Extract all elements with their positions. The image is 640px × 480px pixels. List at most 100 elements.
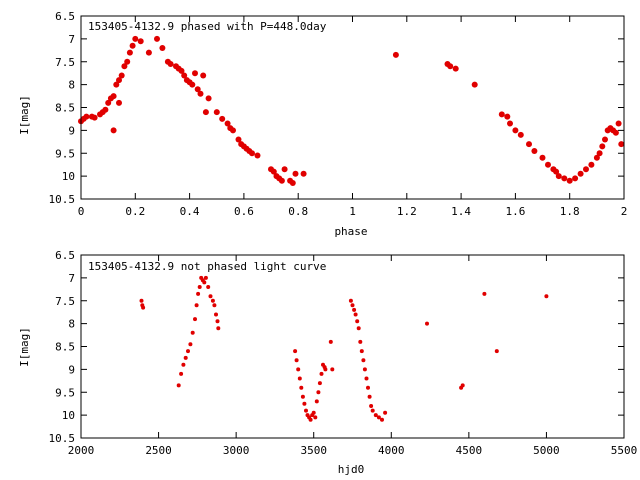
y-tick-label: 7 [68,33,75,46]
data-point [596,150,603,157]
data-point [602,136,608,143]
data-point [358,339,363,344]
data-point [129,42,136,49]
y-tick-label: 7.5 [55,56,75,69]
data-point [110,93,117,100]
tick-group: 0 0.2 0.4 0.6 0.8 1 1.2 1.4 1.6 1.8 2 6.5 7 7.5 8 8.5 9 9… [49,10,628,218]
x-tick-label: 0.2 [125,205,145,218]
data-point [202,109,209,116]
data-point [137,38,144,45]
plot-frame [80,15,625,200]
data-point [190,330,195,335]
data-point [181,362,186,367]
data-point [498,111,505,118]
data-point [213,109,220,116]
x-tick-label: 2000 [68,444,95,457]
data-point [270,168,277,175]
data-point [297,376,302,381]
data-point [194,86,201,93]
data-point [328,339,333,344]
data-point [235,136,242,143]
data-point [178,67,185,74]
y-tick-label: 9.5 [55,386,75,399]
data-point [460,383,465,388]
data-point [577,170,584,177]
x-tick-label: 1.2 [397,205,417,218]
x-tick-label: 0.6 [234,205,254,218]
data-point [323,367,328,372]
data-point [154,35,160,42]
y-tick-label: 8 [68,318,75,331]
data-point [110,127,117,134]
data-point [254,152,261,159]
data-point [167,61,174,67]
data-point [350,303,355,308]
data-point [447,63,454,70]
data-point [615,120,622,127]
data-point [364,376,369,381]
data-point [572,175,579,182]
x-tick-label: 1.8 [560,205,580,218]
y-tick-label: 8.5 [55,102,75,115]
data-point [482,291,487,296]
data-point [376,415,381,420]
data-points [78,35,625,186]
data-point [230,127,236,134]
x-tick-label: 2500 [145,444,172,457]
data-point [159,45,166,51]
data-point [566,177,573,184]
data-point [196,291,201,296]
data-point [203,275,208,280]
data-point [289,180,296,186]
x-tick-label: 5500 [611,444,638,457]
data-point [294,358,299,363]
x-tick-label: 1 [349,205,356,218]
data-point [319,371,324,376]
data-point [126,49,133,56]
data-point [293,349,298,354]
x-tick-label: 0.4 [180,205,200,218]
data-point [359,349,364,354]
data-point [216,326,221,331]
data-point [145,49,152,56]
data-point [367,394,372,399]
data-point [583,166,589,173]
data-point [91,114,98,121]
x-tick-label: 4500 [456,444,483,457]
data-point [194,303,199,308]
x-axis-label: hjd0 [338,463,365,476]
y-tick-label: 8.5 [55,341,75,354]
data-point [224,120,231,127]
y-axis-label: I[mag] [18,95,31,135]
chart-title: 153405-4132.9 phased with P=448.0day [88,20,327,33]
data-point [313,415,318,420]
data-point [299,385,304,390]
y-axis-label: I[mag] [18,327,31,367]
data-point [193,317,197,322]
data-point [380,417,384,422]
data-point [308,417,313,422]
data-point [545,161,551,168]
data-point [116,99,122,106]
data-point [208,294,213,299]
data-point [83,113,90,120]
data-point [102,106,109,113]
data-point [124,58,131,65]
data-point [105,99,112,106]
x-tick-label: 4000 [378,444,405,457]
data-point [369,404,374,408]
data-point [494,349,499,354]
data-point [278,177,285,184]
data-point [362,367,367,372]
data-point [353,312,358,317]
data-point [116,77,122,84]
tick-group: 2000 2500 3000 3500 4000 4500 5000 5500 6.5 7 7.5 8… [49,249,638,457]
x-tick-label: 0 [78,205,85,218]
data-point [205,95,212,102]
y-tick-label: 7 [68,272,75,285]
y-tick-label: 10.5 [49,193,76,206]
data-point [316,390,321,395]
data-point [141,305,146,310]
data-point [588,161,595,168]
